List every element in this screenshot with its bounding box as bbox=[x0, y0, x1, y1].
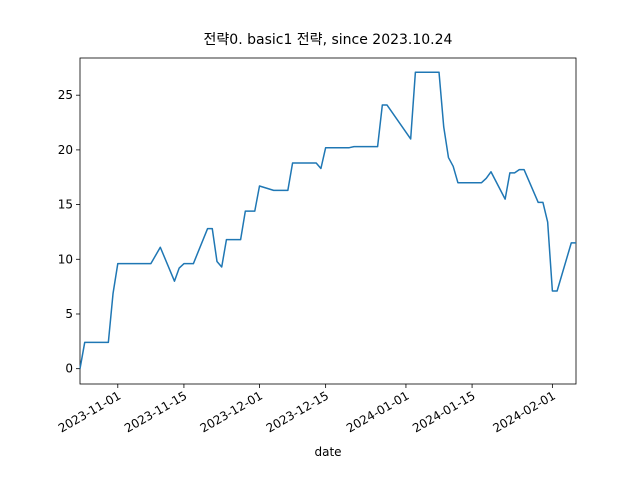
x-tick-label: 2024-01-01 bbox=[344, 388, 411, 435]
x-tick-label: 2023-11-15 bbox=[122, 388, 189, 435]
x-axis-label: date bbox=[314, 445, 341, 459]
x-tick-label: 2023-12-01 bbox=[198, 388, 265, 435]
y-tick-label: 25 bbox=[58, 88, 73, 102]
line-series bbox=[79, 71, 576, 369]
x-tick-label: 2024-02-01 bbox=[490, 388, 557, 435]
y-tick-label: 20 bbox=[58, 143, 73, 157]
chart-title: 전략0. basic1 전략, since 2023.10.24 bbox=[204, 32, 453, 48]
y-tick-label: 0 bbox=[65, 362, 73, 376]
x-tick-label: 2023-12-15 bbox=[264, 388, 331, 435]
y-tick-label: 5 bbox=[65, 307, 73, 321]
plot-frame bbox=[79, 57, 577, 385]
y-tick-label: 10 bbox=[58, 252, 73, 266]
x-tick-label: 2023-11-01 bbox=[56, 388, 123, 435]
x-tick-label: 2024-01-15 bbox=[410, 388, 477, 435]
y-tick-label: 15 bbox=[58, 198, 73, 212]
